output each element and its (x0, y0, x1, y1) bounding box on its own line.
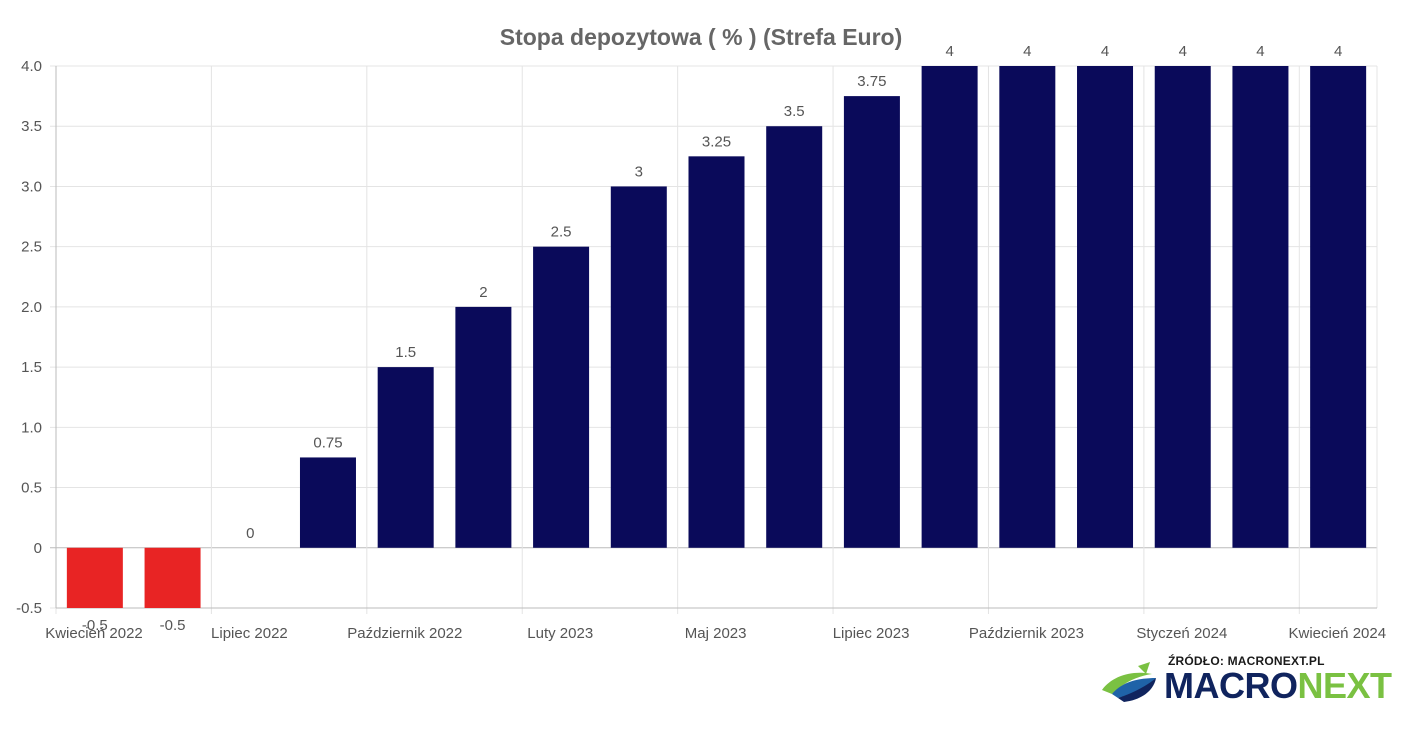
x-tick-label: Luty 2023 (527, 625, 593, 642)
bar-data-label: 0 (246, 525, 254, 542)
brand-name: MACRONEXT (1164, 666, 1392, 706)
y-tick-label: 2.0 (21, 299, 42, 316)
bar (766, 126, 823, 548)
bar-data-label: 4 (1334, 43, 1342, 60)
bar-data-label: 0.75 (313, 434, 342, 451)
bar (299, 457, 356, 548)
bar-data-label: -0.5 (160, 617, 186, 634)
x-tick-label: Maj 2023 (685, 625, 747, 642)
chart-title: Stopa depozytowa ( % ) (Strefa Euro) (500, 24, 903, 50)
brand-name-part2: NEXT (1297, 665, 1392, 706)
bar (144, 547, 201, 608)
y-tick-label: 3.0 (21, 178, 42, 195)
bar (610, 186, 667, 548)
bar (533, 246, 590, 548)
bar-data-label: 2.5 (551, 224, 572, 241)
x-tick-label: Styczeń 2024 (1136, 625, 1227, 642)
x-tick-label: Październik 2022 (347, 625, 462, 642)
bars (66, 66, 1367, 608)
bar-data-label: 3.25 (702, 133, 731, 150)
bar (921, 66, 978, 548)
source-branding: ŹRÓDŁO: MACRONEXT.PL MACRONEXT (1098, 652, 1392, 708)
bar-data-label: 2 (479, 284, 487, 301)
y-tick-label: 1.5 (21, 359, 42, 376)
bar (843, 96, 900, 548)
bar-data-label: 3.5 (784, 103, 805, 120)
bar (1310, 66, 1367, 548)
bar (66, 547, 123, 608)
bar-data-label: 4 (1023, 43, 1031, 60)
bar-data-label: 4 (1101, 43, 1109, 60)
bar (688, 156, 745, 548)
y-tick-label: 3.5 (21, 118, 42, 135)
bar (377, 367, 434, 548)
x-tick-label: Kwiecień 2024 (1289, 625, 1387, 642)
y-tick-label: 0 (34, 540, 42, 557)
x-tick-label: Lipiec 2023 (833, 625, 910, 642)
bar-data-label: 4 (1179, 43, 1187, 60)
x-tick-label: Kwiecień 2022 (45, 625, 143, 642)
bar-data-label: 4 (945, 43, 953, 60)
y-tick-label: 0.5 (21, 480, 42, 497)
y-tick-label: -0.5 (16, 600, 42, 617)
bar-data-label: 3.75 (857, 73, 886, 90)
y-tick-label: 4.0 (21, 58, 42, 75)
x-tick-label: Październik 2023 (969, 625, 1084, 642)
bar (999, 66, 1056, 548)
bar-data-label: 3 (635, 163, 643, 180)
bar (1232, 66, 1289, 548)
bar (455, 306, 512, 548)
bar (1077, 66, 1134, 548)
brand-name-part1: MACRO (1164, 665, 1298, 706)
y-tick-label: 2.5 (21, 239, 42, 256)
y-tick-label: 1.0 (21, 419, 42, 436)
macronext-logo-icon (1102, 662, 1156, 702)
bar (1154, 66, 1211, 548)
data-labels: -0.5 -0.5 0 0.75 1.5 2 2.5 3 3.25 3.5 3.75 4 4 4 4 4 4 (82, 43, 1342, 634)
bar-data-label: 4 (1256, 43, 1264, 60)
source-label: ŹRÓDŁO: MACRONEXT.PL (1168, 654, 1325, 668)
x-tick-label: Lipiec 2022 (211, 625, 288, 642)
bar-data-label: -0.5 (82, 617, 108, 634)
bar-data-label: 1.5 (395, 344, 416, 361)
